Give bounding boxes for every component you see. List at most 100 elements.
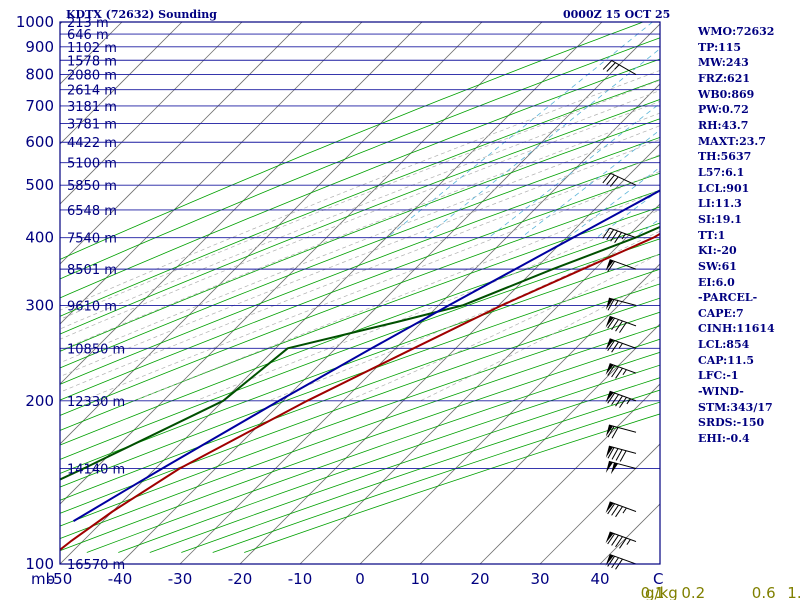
temperature-tick-label: -30 (168, 570, 193, 588)
pressure-axis-label: mb (31, 570, 55, 588)
index-item: MAXT:23.7 (698, 134, 766, 148)
dry-adiabat-line (60, 311, 660, 527)
wind-barb-shaft (609, 501, 637, 512)
index-item: SI:19.1 (698, 212, 742, 226)
wind-barb-shaft (611, 60, 637, 75)
index-item: KI:-20 (698, 244, 737, 258)
temperature-tick-label: -20 (228, 570, 253, 588)
wind-barb-flag (607, 317, 615, 329)
wind-barb-flag (606, 229, 615, 241)
isotherm-line (479, 383, 660, 564)
isotherm-line (60, 22, 483, 445)
pressure-tick-label: 900 (25, 38, 54, 56)
dry-adiabat-line (60, 99, 660, 335)
isotherm-line (60, 22, 303, 265)
moist-adiabat-line (60, 154, 660, 393)
wind-barb-pennant (605, 554, 614, 566)
moist-adiabat-line (82, 170, 660, 402)
dry-adiabat-line (60, 268, 660, 488)
index-item: EHI:-0.4 (698, 432, 750, 446)
wind-barb-flag (615, 395, 623, 407)
index-item: LFC:-1 (698, 369, 739, 383)
index-item: LI:11.3 (698, 197, 742, 211)
wind-barb (605, 338, 637, 353)
wind-barb-pennant (605, 298, 614, 310)
height-label: 4422 m (67, 136, 117, 151)
index-item: WB0:869 (698, 87, 755, 101)
dry-adiabat-line (60, 206, 660, 431)
mixing-ratio-label: 0.6 (752, 584, 776, 600)
dry-adiabat-line (60, 118, 660, 352)
height-label: 2080 m (67, 69, 117, 84)
height-label: 8501 m (67, 263, 117, 278)
wind-barb-flag (611, 427, 619, 439)
wind-barb (605, 501, 637, 518)
wind-barb-flag (614, 232, 622, 243)
wind-barb-flag (610, 230, 618, 242)
wind-barb (605, 460, 637, 475)
temperature-tick-label: 0 (355, 570, 365, 588)
wind-barb-flag (615, 506, 623, 518)
index-item: L57:6.1 (698, 165, 745, 179)
wind-barb-flag (607, 365, 615, 376)
height-label: 9610 m (67, 299, 117, 314)
isotherm-line (60, 22, 183, 145)
wind-barb-flag (610, 176, 619, 187)
isotherm-line (60, 22, 543, 505)
wind-barb-flag (611, 534, 619, 546)
height-label: 7540 m (67, 232, 117, 247)
height-label: 5100 m (67, 157, 117, 172)
wind-barb (605, 363, 637, 379)
wind-barb-half-flag (622, 369, 627, 376)
axes: 16570 m 14140 m 12330 m 10850 m 9610 m 8501 m… (16, 13, 800, 600)
temperature-tick-label: 20 (470, 570, 489, 588)
dry-adiabat-line (60, 238, 660, 460)
dry-adiabat-line (60, 136, 660, 369)
plot-frame (59, 21, 661, 565)
height-label: 5850 m (67, 179, 117, 194)
wind-barb (605, 297, 637, 311)
index-item: MW:243 (698, 56, 749, 70)
isotherm-line (60, 22, 363, 325)
wind-barb-pennant (605, 338, 614, 351)
index-item: STM:343/17 (698, 400, 773, 414)
isotherm-line (419, 323, 660, 564)
wind-barb-flag (615, 449, 623, 461)
index-item: FRZ:621 (698, 71, 751, 85)
wind-barb (605, 424, 637, 439)
wind-barb (602, 60, 637, 75)
pressure-tick-label: 500 (25, 176, 54, 194)
height-label: 2614 m (67, 84, 117, 99)
dry-adiabat-line (60, 22, 645, 260)
mixing-ratio-line (386, 22, 653, 238)
wind-barb-shaft (609, 315, 637, 327)
wind-barb-pennant (605, 425, 614, 437)
wind-barb-half-flag (626, 539, 631, 545)
wind-barb-flag (607, 261, 615, 272)
index-item: PW:0.72 (698, 103, 749, 117)
stability-indices-list: WMO:72632 TP:115 MW:243 FRZ:621 WB0:869 PW:0.… (698, 24, 775, 447)
wind-barb-flag (607, 340, 615, 352)
wind-barb-shaft (608, 297, 637, 306)
wind-barb-shaft (609, 553, 637, 565)
wind-barb-flag (602, 173, 612, 184)
pressure-tick-label: 400 (25, 229, 54, 247)
isotherm-line (60, 22, 423, 385)
temperature-tick-label: 40 (590, 570, 609, 588)
wind-barb-pennant (605, 391, 614, 403)
wind-barb-shaft (609, 259, 637, 270)
isotherm-line (539, 443, 660, 564)
pressure-tick-label: 700 (25, 97, 54, 115)
wind-barb-shaft (609, 227, 637, 239)
dry-adiabat-line (60, 79, 660, 317)
wind-barb-flag (619, 322, 627, 333)
wind-barb-pennant (605, 531, 614, 544)
dry-adiabat-line (60, 155, 660, 385)
index-item: LCL:901 (698, 181, 750, 195)
wind-barb-shaft (608, 424, 637, 433)
wind-barb-shaft (609, 363, 637, 374)
height-label: 1578 m (67, 54, 117, 69)
mixing-ratio-line (596, 189, 660, 239)
moist-adiabat-line (60, 100, 660, 340)
moist-adiabat-line (60, 90, 660, 330)
